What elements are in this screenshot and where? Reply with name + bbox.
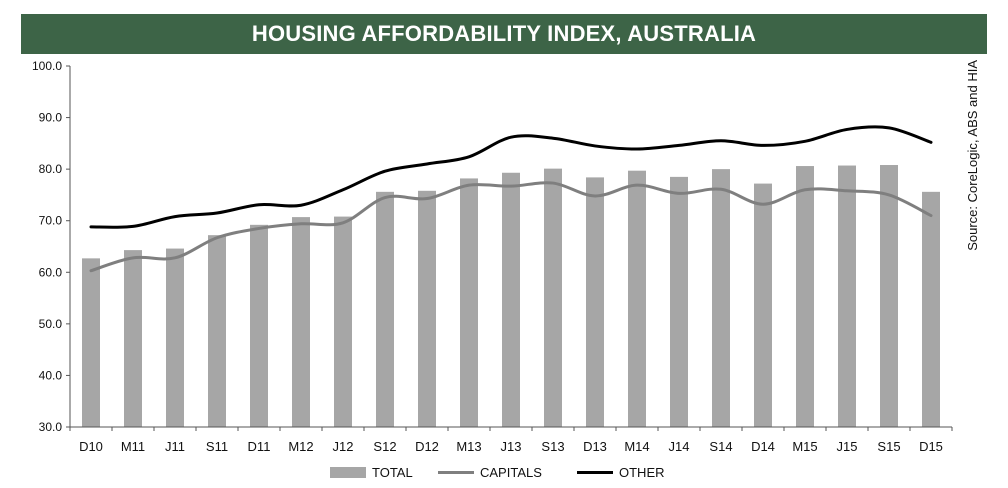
x-tick-label: M11 <box>121 439 145 454</box>
y-tick-label: 40.0 <box>39 368 63 382</box>
y-tick-label: 80.0 <box>39 162 63 176</box>
line-other <box>89 125 933 229</box>
x-tick-label: J11 <box>165 439 185 454</box>
bar-total <box>712 169 730 427</box>
bar-total <box>544 168 562 427</box>
x-tick-label: D10 <box>79 439 103 454</box>
x-tick-label: D11 <box>248 439 271 454</box>
line-capitals <box>89 181 933 273</box>
legend-label-capitals: CAPITALS <box>480 464 542 480</box>
legend-swatch-total <box>330 466 366 478</box>
y-tick-label: 100.0 <box>32 59 62 73</box>
bar-total <box>124 250 142 427</box>
x-tick-label: S11 <box>206 439 228 454</box>
legend-item-total: TOTAL <box>330 462 413 482</box>
legend-item-other: OTHER <box>577 462 665 482</box>
chart-title: HOUSING AFFORDABILITY INDEX, AUSTRALIA <box>251 21 757 46</box>
bar-total <box>586 177 604 427</box>
source-text: Source: CoreLogic, ABS and HIA <box>965 60 980 251</box>
bar-total <box>628 170 646 427</box>
y-tick-label: 70.0 <box>39 214 63 228</box>
bar-total <box>838 165 856 428</box>
x-tick-label: M13 <box>456 439 481 454</box>
x-tick-label: M12 <box>288 439 313 454</box>
y-tick-label: 30.0 <box>39 420 63 434</box>
legend-swatch-capitals <box>438 470 474 474</box>
x-tick-label: M15 <box>792 439 817 454</box>
bar-total <box>418 190 436 427</box>
bar-total <box>670 176 688 427</box>
legend-swatch-other <box>577 470 613 474</box>
y-tick-label: 50.0 <box>39 317 63 331</box>
x-tick-label: D13 <box>583 439 607 454</box>
x-tick-label: D14 <box>751 439 775 454</box>
x-tick-label: S14 <box>709 439 732 454</box>
bar-total <box>334 216 352 427</box>
bar-total <box>502 172 520 427</box>
bar-total <box>82 258 100 427</box>
x-tick-label: S13 <box>541 439 564 454</box>
x-tick-label: J12 <box>333 439 354 454</box>
legend: TOTAL CAPITALS OTHER <box>0 462 1008 482</box>
x-tick-label: S15 <box>877 439 900 454</box>
legend-label-other: OTHER <box>619 464 665 480</box>
bar-total <box>208 235 226 427</box>
bar-total <box>922 191 940 427</box>
title-banner: HOUSING AFFORDABILITY INDEX, AUSTRALIA <box>21 14 987 54</box>
x-tick-label: J15 <box>837 439 858 454</box>
legend-label-total: TOTAL <box>372 464 413 480</box>
x-tick-label: D12 <box>415 439 439 454</box>
bar-total <box>166 248 184 427</box>
bar-total <box>250 224 268 427</box>
x-tick-label: J14 <box>669 439 690 454</box>
bar-total <box>460 178 478 427</box>
bar-total <box>754 183 772 427</box>
y-tick-label: 90.0 <box>39 111 63 125</box>
x-tick-label: M14 <box>624 439 649 454</box>
bar-total <box>796 166 814 427</box>
source-note: Source: CoreLogic, ABS and HIA <box>965 60 985 270</box>
y-tick-label: 60.0 <box>39 265 63 279</box>
bar-total <box>880 165 898 427</box>
bar-total <box>376 191 394 427</box>
bar-total <box>292 217 310 427</box>
x-tick-label: S12 <box>373 439 396 454</box>
x-tick-label: J13 <box>501 439 522 454</box>
x-tick-label: D15 <box>919 439 943 454</box>
legend-item-capitals: CAPITALS <box>438 462 542 482</box>
